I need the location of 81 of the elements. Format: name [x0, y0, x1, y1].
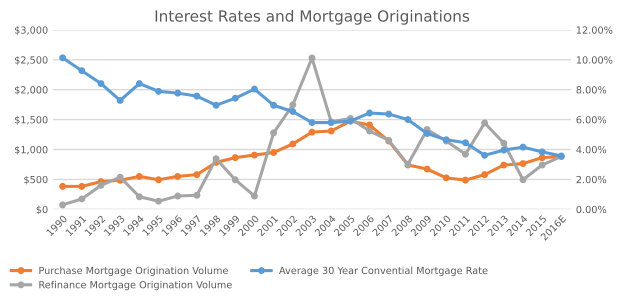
point [174, 192, 182, 200]
point [155, 88, 162, 95]
point [78, 67, 86, 74]
point [136, 80, 143, 88]
y2-tick-label: 0.00% [576, 206, 606, 214]
point [538, 148, 546, 156]
y2-tick-label: 4.00% [576, 146, 606, 154]
point [155, 198, 162, 205]
point [520, 176, 526, 184]
point [250, 192, 258, 200]
y-tick-label: $1,000 [14, 146, 48, 155]
point [462, 150, 469, 158]
point [404, 116, 412, 124]
point [98, 182, 104, 189]
point [366, 122, 374, 128]
point [366, 110, 374, 116]
legend-label: Average 30 Year Convential Mortgage Rate [279, 266, 488, 276]
point [538, 154, 546, 162]
point [78, 182, 86, 190]
point [136, 172, 143, 180]
point [116, 96, 124, 104]
point [270, 149, 278, 156]
point [193, 92, 200, 100]
y2-tick-label: 2.00% [576, 176, 606, 184]
point [250, 152, 258, 159]
point [232, 94, 239, 102]
legend-label: Refinance Mortgage Origination Volume [39, 280, 232, 290]
point [250, 86, 258, 93]
y-tick-label: $2,500 [14, 56, 48, 65]
point [366, 128, 374, 134]
point [59, 54, 66, 62]
point [212, 155, 220, 162]
point [385, 110, 392, 118]
point [462, 176, 469, 184]
y-tick-label: $2,000 [14, 86, 48, 95]
y-tick-label: $500 [24, 176, 48, 185]
point [78, 195, 86, 202]
point [270, 102, 278, 109]
point [424, 130, 431, 137]
point [481, 119, 488, 126]
point [174, 172, 182, 180]
y2-tick-label: 10.00% [576, 56, 612, 64]
point [442, 174, 450, 182]
chart-title: Interest Rates and Mortgage Originations [156, 10, 470, 25]
point [232, 154, 239, 162]
y2-tick-label: 12.00% [576, 26, 612, 34]
point [289, 140, 296, 148]
y-tick-label: $3,000 [14, 26, 48, 36]
point [424, 166, 431, 173]
point [193, 171, 200, 178]
point [500, 140, 508, 147]
point [500, 162, 508, 169]
point [481, 152, 488, 159]
point [500, 146, 508, 154]
legend-label: Purchase Mortgage Origination Volume [39, 266, 228, 276]
point [174, 90, 182, 97]
y-tick-label: $0 [36, 206, 48, 214]
point [538, 162, 546, 168]
point [308, 128, 316, 136]
point [328, 128, 335, 134]
point [59, 201, 66, 208]
point [308, 54, 316, 62]
point [520, 144, 526, 151]
point [232, 176, 239, 184]
point [308, 119, 316, 126]
point [212, 102, 220, 109]
point [116, 174, 124, 181]
point [136, 193, 143, 200]
point [462, 139, 469, 146]
point [193, 192, 200, 199]
point [289, 101, 296, 108]
point [481, 171, 488, 178]
point [59, 182, 66, 190]
y-tick-label: $1,500 [14, 116, 48, 125]
point [155, 176, 162, 184]
point [270, 129, 278, 136]
y2-tick-label: 6.00% [576, 116, 606, 124]
point [98, 80, 104, 88]
point [520, 160, 526, 168]
y2-tick-label: 8.00% [576, 86, 606, 94]
point [289, 108, 296, 115]
